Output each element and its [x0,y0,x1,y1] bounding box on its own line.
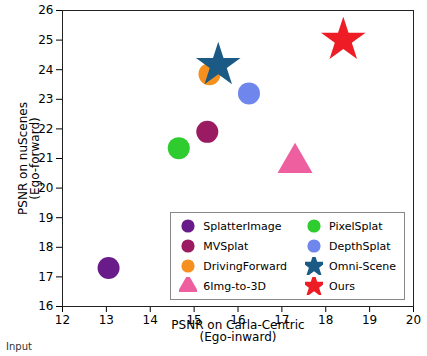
svg-text:17: 17 [38,270,53,284]
html-text:Ours: Ours [329,279,355,293]
svg-text:PSNR on nuScenes(Ego-forward): PSNR on nuScenes(Ego-forward) [16,102,42,215]
svg-text:12: 12 [55,313,70,327]
html-text:Input: Input [6,341,32,352]
svg-text:21: 21 [38,151,54,166]
svg-text:24: 24 [38,63,53,77]
svg-text:25: 25 [38,33,53,47]
svg-text:14: 14 [143,313,158,327]
svg-text:26: 26 [38,3,53,17]
html-text:DepthSplat: DepthSplat [329,239,391,253]
html-text:6Img-to-3D: 6Img-to-3D [203,279,266,293]
svg-text:19: 19 [38,211,53,225]
html-text:PixelSplat: PixelSplat [329,219,383,233]
svg-text:PSNR on Carla-Centric(Ego-inwa: PSNR on Carla-Centric(Ego-inward) [171,318,304,344]
svg-text:23: 23 [38,92,53,106]
svg-text:18: 18 [38,240,53,254]
svg-text:22: 22 [38,121,54,136]
svg-text:16: 16 [38,299,53,313]
svg-text:19: 19 [362,313,377,327]
svg-text:13: 13 [99,313,114,327]
svg-text:20: 20 [38,180,54,195]
html-text:Omni-Scene: Omni-Scene [329,259,396,273]
html-text:DrivingForward: DrivingForward [203,259,288,273]
html-text:MVSplat: MVSplat [203,239,249,253]
html-text:SplatterImage: SplatterImage [203,219,282,233]
svg-text:18: 18 [318,313,333,327]
svg-text:20: 20 [406,313,421,327]
